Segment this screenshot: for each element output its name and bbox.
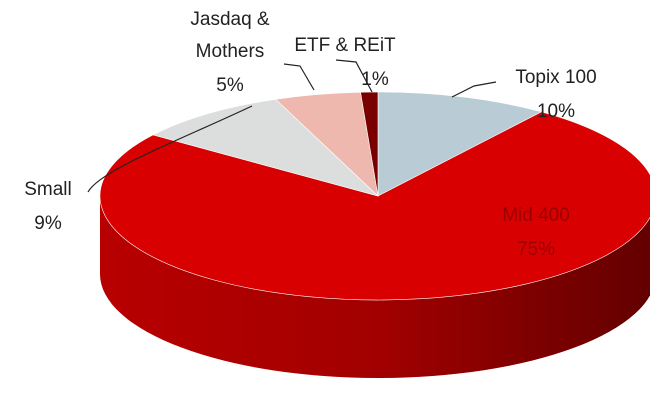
value-label: 9% xyxy=(34,213,62,234)
leader-line xyxy=(335,59,373,93)
slice xyxy=(360,91,379,197)
slice-side-shade xyxy=(100,196,650,378)
category-label: Mid 400 xyxy=(502,205,570,226)
slice xyxy=(377,91,543,197)
leader-line xyxy=(87,105,253,193)
leader-line xyxy=(283,63,315,91)
value-label: 75% xyxy=(517,239,555,260)
value-label: 5% xyxy=(216,75,244,96)
category-label: Topix 100 xyxy=(515,67,596,88)
category-label: Small xyxy=(24,179,72,200)
category-label: Jasdaq & Mothers xyxy=(190,9,270,62)
value-label: 1% xyxy=(361,69,389,90)
value-label: 10% xyxy=(537,101,575,122)
leader-line xyxy=(451,81,497,98)
slice xyxy=(152,98,379,197)
slice xyxy=(99,111,650,301)
category-label: ETF & REiT xyxy=(294,35,396,56)
